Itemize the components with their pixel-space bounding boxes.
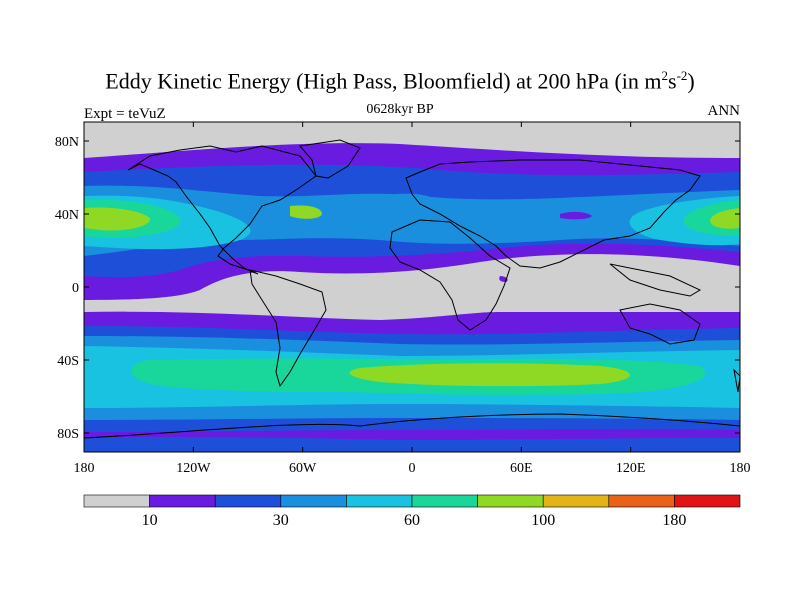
colorbar-swatch [346,494,413,508]
lat-tick-label: 40N [55,208,79,223]
colorbar-label: 10 [142,512,158,529]
colorbar-swatch [83,494,150,508]
lat-tick-label: 80N [55,135,79,150]
colorbar-swatch [542,494,610,508]
lon-tick-label: 180 [730,461,751,476]
axis-ticks: 80N 40N 0 40S 80S 180 120W 60W 0 60E 120E 180 [55,122,751,476]
lat-tick-label: 40S [57,354,79,369]
colorbar-swatch [149,494,216,508]
experiment-label: Expt = teVuZ [84,106,166,122]
plot-title: Eddy Kinetic Energy (High Pass, Bloomfie… [105,68,695,94]
colorbar: 10 30 60 100 180 [83,494,741,529]
lon-tick-label: 60W [289,461,317,476]
colorbar-swatch [477,494,544,508]
season-label: ANN [707,103,741,119]
coastlines [84,139,740,439]
colorbar-label: 60 [404,512,420,529]
colorbar-label: 180 [662,512,686,529]
colorbar-swatch [280,494,347,508]
colorbar-swatch [674,494,741,508]
colorbar-swatch [214,494,282,508]
colorbar-swatch [608,494,675,508]
lon-tick-label: 120E [616,461,646,476]
lat-tick-label: 0 [72,281,79,296]
lat-tick-label: 80S [57,427,79,442]
lon-tick-label: 120W [176,461,211,476]
plot-subtitle: 0628kyr BP [366,102,434,117]
colorbar-swatch [411,494,478,508]
colorbar-label: 30 [273,512,289,529]
lon-tick-label: 0 [409,461,416,476]
lon-tick-label: 60E [510,461,533,476]
lon-tick-label: 180 [74,461,95,476]
colorbar-label: 100 [531,512,555,529]
contour-fill-layer [84,122,740,452]
